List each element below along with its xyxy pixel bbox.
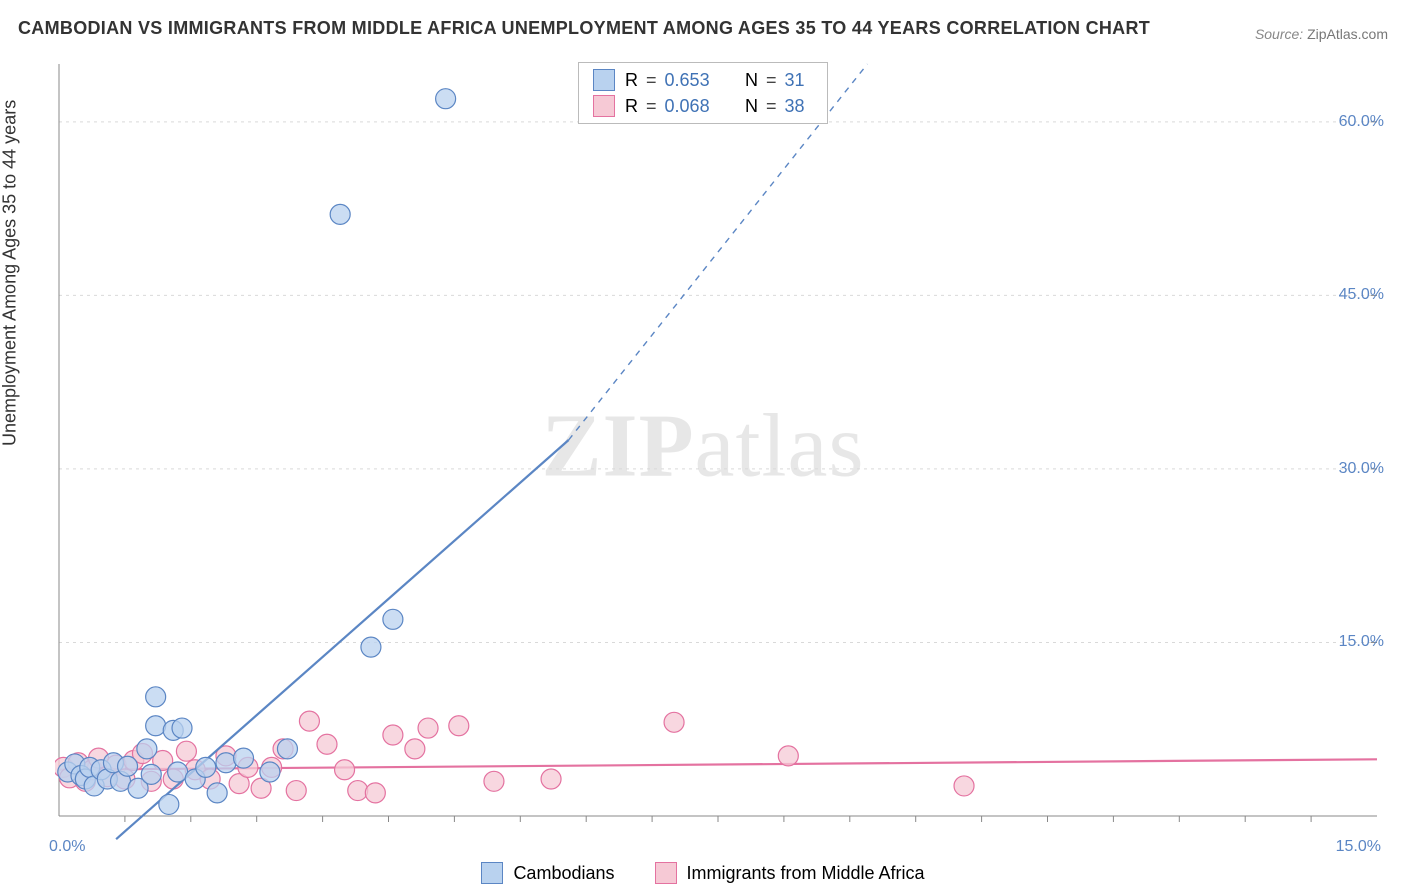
- plot-area: [55, 60, 1381, 850]
- legend-n: N = 38: [745, 96, 813, 117]
- legend-stats-row: R = 0.653 N = 31: [579, 67, 827, 93]
- x-tick-min: 0.0%: [49, 838, 85, 856]
- legend-swatch: [593, 69, 615, 91]
- x-axis-tick-labels: 0.0% 15.0%: [55, 838, 1381, 858]
- chart-container: CAMBODIAN VS IMMIGRANTS FROM MIDDLE AFRI…: [0, 0, 1406, 892]
- y-tick-label: 60.0%: [1339, 113, 1384, 131]
- y-tick-label: 15.0%: [1339, 633, 1384, 651]
- scatter-chart-svg: [55, 60, 1381, 850]
- source-label: Source:: [1255, 26, 1303, 42]
- source-attribution: Source: ZipAtlas.com: [1255, 26, 1388, 42]
- source-value: ZipAtlas.com: [1307, 26, 1388, 42]
- y-axis-tick-labels: 15.0% 30.0% 45.0% 60.0%: [1314, 60, 1384, 832]
- y-tick-label: 30.0%: [1339, 460, 1384, 478]
- legend-item: Cambodians: [481, 862, 614, 884]
- legend-stats: R = 0.653 N = 31 R = 0.068 N = 38: [578, 62, 828, 124]
- legend-swatch: [593, 95, 615, 117]
- legend-r: R = 0.068: [625, 96, 735, 117]
- legend-swatch: [481, 862, 503, 884]
- legend-n: N = 31: [745, 70, 813, 91]
- legend-item: Immigrants from Middle Africa: [655, 862, 925, 884]
- legend-label: Immigrants from Middle Africa: [687, 863, 925, 884]
- legend-label: Cambodians: [513, 863, 614, 884]
- y-tick-label: 45.0%: [1339, 286, 1384, 304]
- legend-r: R = 0.653: [625, 70, 735, 91]
- legend-stats-row: R = 0.068 N = 38: [579, 93, 827, 119]
- y-axis-label: Unemployment Among Ages 35 to 44 years: [0, 100, 21, 446]
- x-tick-max: 15.0%: [1336, 838, 1381, 856]
- legend-swatch: [655, 862, 677, 884]
- chart-title: CAMBODIAN VS IMMIGRANTS FROM MIDDLE AFRI…: [18, 18, 1150, 39]
- legend-series: Cambodians Immigrants from Middle Africa: [0, 862, 1406, 884]
